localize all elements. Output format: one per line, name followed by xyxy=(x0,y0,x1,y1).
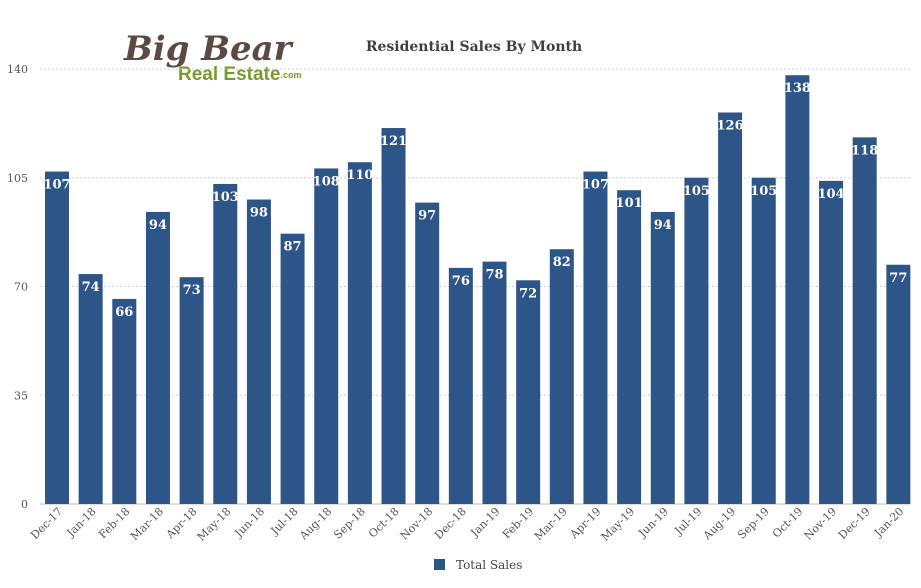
bar xyxy=(819,180,844,504)
x-tick-label: May-19 xyxy=(599,505,638,544)
logo-real-estate: Real Estate.com xyxy=(178,64,301,85)
bar xyxy=(516,280,541,504)
bar xyxy=(347,162,372,504)
bars xyxy=(45,75,911,505)
data-label: 78 xyxy=(485,268,503,283)
data-label: 105 xyxy=(683,184,710,199)
x-tick-label: Apr-18 xyxy=(163,505,200,542)
x-tick-label: Jun-18 xyxy=(231,505,267,541)
data-label: 107 xyxy=(582,178,609,193)
bar xyxy=(314,168,339,504)
gridlines xyxy=(40,68,910,505)
data-label: 103 xyxy=(212,190,239,205)
x-tick-label: Oct-18 xyxy=(366,505,402,541)
bar xyxy=(549,249,574,504)
data-label: 105 xyxy=(750,184,777,199)
x-tick-label: Feb-18 xyxy=(96,505,132,541)
x-axis-ticks: Dec-17 Jan-18Feb-18Mar-18Apr-18May-18Jun-… xyxy=(28,505,906,544)
x-tick-label: Aug-19 xyxy=(700,505,738,543)
x-tick-label: Dec-17 xyxy=(28,505,65,542)
data-label: 66 xyxy=(115,305,133,320)
bar xyxy=(246,199,271,504)
bar xyxy=(684,177,709,504)
y-tick-label: 35 xyxy=(14,389,28,402)
x-tick-label: Mar-18 xyxy=(128,505,166,543)
legend-label: Total Sales xyxy=(456,558,522,572)
data-label: 94 xyxy=(149,218,167,233)
x-tick-label: Oct-19 xyxy=(770,505,806,541)
x-tick-label: Nov-18 xyxy=(398,505,436,543)
x-tick-label: Aug-18 xyxy=(296,505,334,543)
bar xyxy=(751,177,776,504)
y-tick-label: 70 xyxy=(14,281,28,294)
data-label: 110 xyxy=(346,168,373,183)
chart-title: Residential Sales By Month xyxy=(366,39,582,55)
data-label: 98 xyxy=(250,206,268,221)
x-tick-label: Mar-19 xyxy=(532,505,570,543)
bar xyxy=(650,211,675,504)
data-label: 87 xyxy=(284,240,302,255)
x-tick-label: Jan-20 xyxy=(871,505,906,540)
data-label: 97 xyxy=(418,209,436,224)
y-tick-label: 105 xyxy=(7,172,28,185)
bar xyxy=(213,183,238,504)
bar xyxy=(785,75,810,504)
brand-logo: Big Bear Real Estate.com xyxy=(123,29,301,85)
data-label: 76 xyxy=(452,274,470,289)
data-label: 77 xyxy=(889,271,907,286)
bar xyxy=(145,211,170,504)
bar xyxy=(415,202,440,504)
logo-big-bear: Big Bear xyxy=(123,29,294,69)
x-tick-label: May-18 xyxy=(195,505,234,544)
data-label: 72 xyxy=(519,286,537,301)
x-tick-label: Feb-19 xyxy=(500,505,536,541)
data-label: 138 xyxy=(784,81,811,96)
legend: Total Sales xyxy=(434,558,522,572)
x-tick-label: Nov-19 xyxy=(802,505,840,543)
bar xyxy=(179,277,204,504)
logo-dotcom: .com xyxy=(280,70,301,80)
data-label: 74 xyxy=(82,280,100,295)
x-tick-label: Apr-19 xyxy=(567,505,604,542)
logo-real-estate-text: Real Estate xyxy=(178,64,280,85)
bar xyxy=(886,264,911,504)
bar xyxy=(617,190,642,504)
bar xyxy=(280,233,305,504)
data-label: 104 xyxy=(817,187,844,202)
bar xyxy=(482,261,507,504)
bar xyxy=(381,128,406,505)
bar xyxy=(78,274,103,504)
x-tick-label: Jun-19 xyxy=(635,505,671,541)
data-label: 82 xyxy=(553,255,571,270)
x-tick-label: Jan-19 xyxy=(467,505,502,540)
data-label: 121 xyxy=(380,134,407,149)
x-tick-label: Dec-18 xyxy=(432,505,469,542)
bar xyxy=(45,171,69,505)
x-tick-label: Sep-18 xyxy=(331,505,368,542)
data-label: 107 xyxy=(43,178,70,193)
y-tick-label: 0 xyxy=(21,498,28,511)
y-tick-label: 140 xyxy=(7,63,28,76)
data-label: 73 xyxy=(183,283,201,298)
bar xyxy=(583,171,608,505)
data-labels: 107 74 66 94 73 103 98 87 108 110 121 97 76 78 72 82 107… xyxy=(43,81,907,320)
bar xyxy=(112,298,137,504)
x-tick-label: Jan-18 xyxy=(64,505,99,540)
data-label: 126 xyxy=(717,119,744,134)
data-label: 101 xyxy=(616,196,643,211)
y-axis-ticks: 0 35 70 105 140 xyxy=(7,63,28,511)
bar xyxy=(718,112,743,504)
x-tick-label: Dec-19 xyxy=(836,505,873,542)
data-label: 94 xyxy=(654,218,672,233)
data-label: 118 xyxy=(851,143,878,158)
data-label: 108 xyxy=(313,174,340,189)
legend-swatch xyxy=(434,559,445,570)
bar xyxy=(448,267,473,504)
bar xyxy=(852,137,877,504)
x-tick-label: Sep-19 xyxy=(735,505,772,542)
